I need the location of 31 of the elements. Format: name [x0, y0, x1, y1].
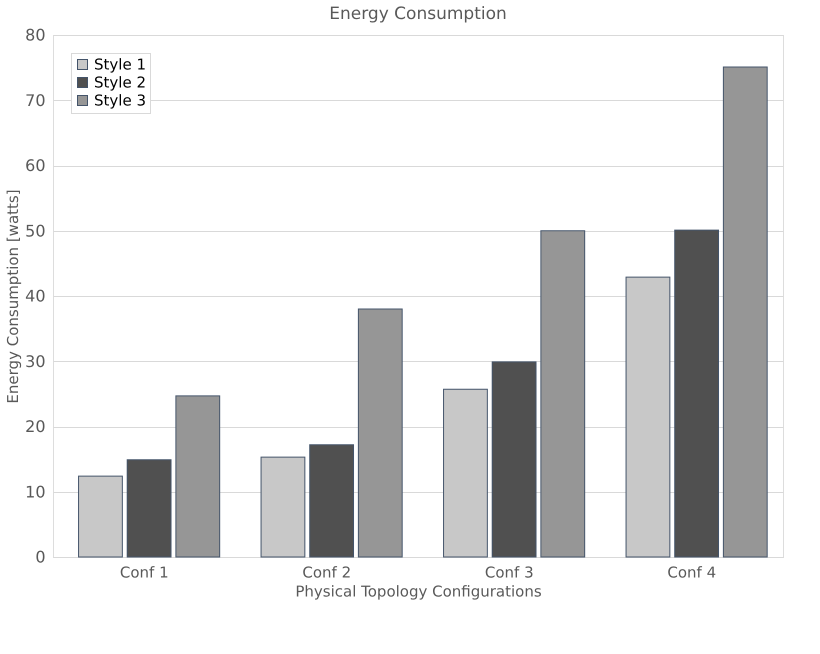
bar	[126, 459, 172, 558]
chart-title: Energy Consumption	[329, 4, 507, 24]
y-tick-label: 40	[25, 286, 46, 306]
bar	[492, 361, 537, 558]
bar	[358, 308, 403, 558]
x-tick-label: Conf 1	[120, 564, 169, 582]
y-tick-label: 70	[25, 90, 46, 110]
y-tick-label: 0	[35, 548, 46, 566]
y-tick-label: 80	[25, 26, 46, 44]
bar	[674, 230, 720, 558]
y-tick-label: 20	[25, 417, 46, 436]
y-tick-label: 10	[25, 482, 46, 502]
bar	[722, 66, 768, 558]
bar	[443, 388, 488, 558]
x-tick-label: Conf 3	[484, 564, 534, 582]
y-tick-label: 60	[25, 156, 46, 175]
bar	[309, 444, 354, 558]
legend-label: Style 1	[94, 56, 146, 74]
x-tick-label: Conf 2	[302, 564, 352, 582]
bar	[175, 395, 220, 558]
y-tick-label: 30	[25, 352, 46, 371]
bar	[540, 230, 586, 558]
bar	[78, 476, 123, 558]
x-axis-title: Physical Topology Configurations	[295, 582, 542, 600]
bar	[626, 276, 670, 558]
x-tick-label: Conf 4	[667, 564, 716, 582]
y-axis-title: Energy Consumption [watts]	[4, 189, 22, 404]
legend-label: Style 2	[94, 74, 146, 92]
y-tick-label: 50	[25, 221, 46, 240]
bar	[260, 456, 306, 558]
legend-label: Style 3	[94, 92, 146, 110]
